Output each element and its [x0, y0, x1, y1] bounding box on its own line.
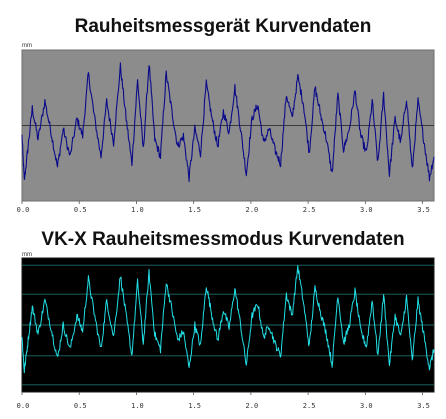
x-tick-label-1-2: 1.0	[131, 206, 144, 214]
x-tick-label-2-4: 2.0	[246, 402, 259, 410]
x-tick-label-2-0: 0.0	[17, 402, 30, 410]
x-tick-label-2-7: 3.5	[417, 402, 430, 410]
unit-label-top: mm	[22, 43, 32, 49]
chart-title-top: Rauheitsmessgerät Kurvendaten	[74, 16, 372, 37]
x-tick-label-1-4: 2.0	[246, 206, 259, 214]
chart-title-bottom: VK-X Rauheitsmessmodus Kurvendaten	[41, 229, 405, 250]
x-tick-label-1-6: 3.0	[360, 206, 373, 214]
x-tick-label-1-0: 0.0	[17, 206, 30, 214]
x-tick-label-1-1: 0.5	[74, 206, 87, 214]
series-line-1	[21, 62, 435, 182]
unit-label-bottom: mm	[22, 252, 32, 258]
series-line-2	[21, 265, 435, 374]
x-tick-label-2-3: 1.5	[188, 402, 201, 410]
x-tick-label-1-5: 2.5	[303, 206, 316, 214]
x-tick-label-1-3: 1.5	[188, 206, 201, 214]
x-tick-label-2-1: 0.5	[74, 402, 87, 410]
x-tick-label-2-6: 3.0	[360, 402, 373, 410]
x-tick-label-1-7: 3.5	[417, 206, 430, 214]
x-tick-label-2-5: 2.5	[303, 402, 316, 410]
x-tick-label-2-2: 1.0	[131, 402, 144, 410]
